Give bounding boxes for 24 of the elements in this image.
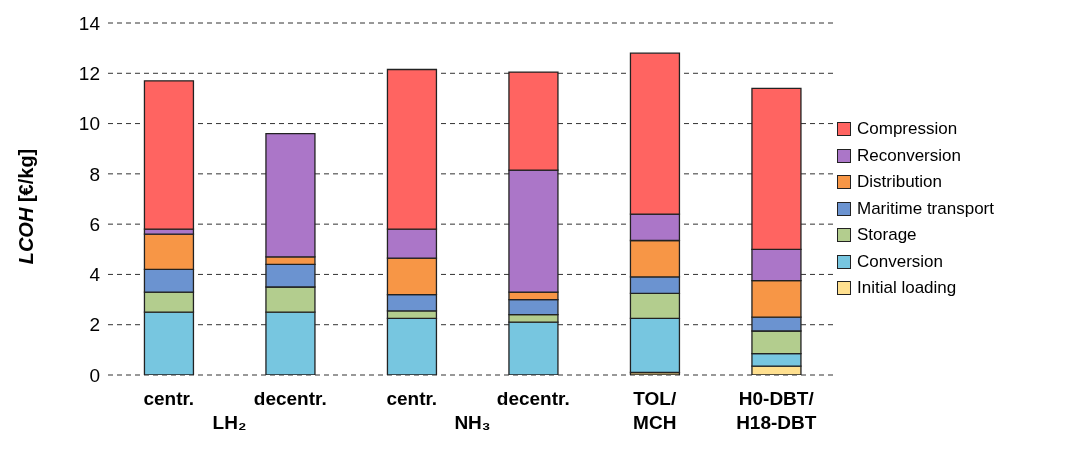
y-tick-label: 4 xyxy=(89,264,101,286)
y-tick-label: 2 xyxy=(89,314,100,336)
y-tick-label: 14 xyxy=(78,12,101,34)
y-tick-label: 12 xyxy=(78,63,100,85)
text: NH₃ xyxy=(454,412,491,433)
legend-label: Maritime transport xyxy=(857,198,994,219)
y-axis-title: LCOH [€/kg] xyxy=(15,148,38,265)
y-tick-label: 6 xyxy=(89,213,100,235)
x-tick-label: decentr. xyxy=(253,388,327,409)
x-tick-label: decentr. xyxy=(496,388,570,409)
x-tick-label: TOL/MCH xyxy=(633,388,677,433)
text: LH₂ xyxy=(212,412,247,433)
y-tick-label: 8 xyxy=(89,163,100,185)
y-tick-label: 10 xyxy=(78,113,100,135)
x-tick-label: H0-DBT/H18-DBT xyxy=(736,388,817,433)
legend-label: Compression xyxy=(857,119,958,140)
legend-label: Distribution xyxy=(857,172,943,193)
legend-label: Conversion xyxy=(857,251,943,272)
y-tick-label: 0 xyxy=(89,364,100,386)
legend-label: Storage xyxy=(857,225,917,246)
legend-label: Reconversion xyxy=(857,145,961,166)
legend-label: Initial loading xyxy=(857,278,957,299)
x-tick-label: centr. xyxy=(386,388,438,409)
x-tick-label: centr. xyxy=(143,388,195,409)
